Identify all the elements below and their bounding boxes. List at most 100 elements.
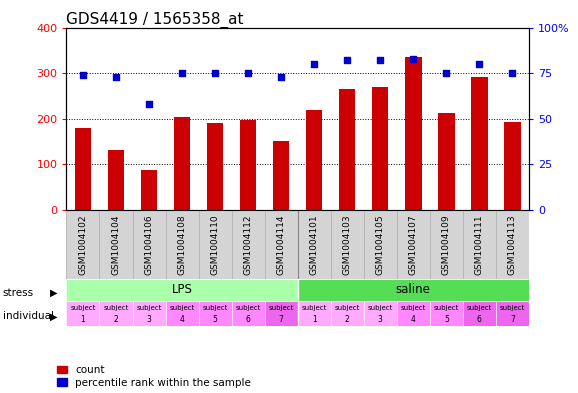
Point: [310, 61, 319, 67]
Bar: [463, 210, 496, 279]
Text: subject: subject: [401, 305, 426, 311]
Text: 7: 7: [510, 315, 515, 324]
Bar: [364, 301, 397, 326]
Text: 4: 4: [180, 315, 184, 324]
Bar: [496, 301, 529, 326]
Bar: [66, 301, 99, 326]
Text: 3: 3: [147, 315, 151, 324]
Text: GSM1004113: GSM1004113: [508, 214, 517, 275]
Text: GSM1004108: GSM1004108: [177, 214, 187, 275]
Text: GSM1004114: GSM1004114: [277, 214, 286, 275]
Text: subject: subject: [103, 305, 129, 311]
Text: subject: subject: [136, 305, 162, 311]
Bar: [232, 301, 265, 326]
Bar: [438, 113, 454, 210]
Point: [409, 55, 418, 62]
Bar: [132, 210, 165, 279]
Text: saline: saline: [396, 283, 431, 296]
Text: 7: 7: [279, 315, 284, 324]
Point: [210, 70, 220, 76]
Text: GSM1004102: GSM1004102: [79, 214, 87, 275]
Bar: [66, 210, 99, 279]
Bar: [165, 301, 199, 326]
Bar: [273, 141, 290, 210]
Text: subject: subject: [335, 305, 360, 311]
Text: GSM1004105: GSM1004105: [376, 214, 385, 275]
Bar: [207, 123, 223, 210]
Text: 3: 3: [378, 315, 383, 324]
Text: 6: 6: [477, 315, 482, 324]
Point: [343, 57, 352, 64]
Bar: [372, 87, 388, 210]
Text: GSM1004111: GSM1004111: [475, 214, 484, 275]
Text: GSM1004106: GSM1004106: [144, 214, 154, 275]
Bar: [298, 210, 331, 279]
Text: GSM1004112: GSM1004112: [244, 214, 253, 275]
Text: GSM1004101: GSM1004101: [310, 214, 318, 275]
Text: ▶: ▶: [50, 311, 58, 321]
Text: subject: subject: [302, 305, 327, 311]
Text: subject: subject: [466, 305, 492, 311]
Text: subject: subject: [434, 305, 459, 311]
Bar: [397, 210, 430, 279]
Bar: [141, 170, 157, 210]
Bar: [66, 279, 298, 301]
Text: 2: 2: [345, 315, 350, 324]
Text: 5: 5: [213, 315, 217, 324]
Point: [243, 70, 253, 76]
Point: [507, 70, 517, 76]
Bar: [298, 279, 529, 301]
Point: [376, 57, 385, 64]
Bar: [306, 110, 323, 210]
Text: GSM1004107: GSM1004107: [409, 214, 418, 275]
Text: GSM1004110: GSM1004110: [210, 214, 220, 275]
Text: GSM1004109: GSM1004109: [442, 214, 451, 275]
Text: 6: 6: [246, 315, 251, 324]
Text: GSM1004103: GSM1004103: [343, 214, 351, 275]
Point: [475, 61, 484, 67]
Point: [442, 70, 451, 76]
Bar: [99, 210, 132, 279]
Text: stress: stress: [3, 288, 34, 298]
Bar: [331, 210, 364, 279]
Bar: [405, 57, 421, 210]
Bar: [298, 301, 331, 326]
Point: [79, 72, 88, 78]
Bar: [430, 210, 463, 279]
Text: subject: subject: [499, 305, 525, 311]
Bar: [504, 123, 521, 210]
Bar: [397, 301, 430, 326]
Bar: [199, 210, 232, 279]
Text: 4: 4: [411, 315, 416, 324]
Text: ▶: ▶: [50, 288, 58, 298]
Bar: [108, 150, 124, 210]
Text: 5: 5: [444, 315, 449, 324]
Text: 1: 1: [312, 315, 317, 324]
Bar: [240, 120, 257, 210]
Point: [112, 73, 121, 80]
Point: [177, 70, 187, 76]
Bar: [232, 210, 265, 279]
Text: subject: subject: [169, 305, 195, 311]
Point: [276, 73, 286, 80]
Bar: [174, 117, 190, 210]
Bar: [339, 89, 355, 210]
Bar: [496, 210, 529, 279]
Text: individual: individual: [3, 311, 54, 321]
Bar: [430, 301, 463, 326]
Text: GDS4419 / 1565358_at: GDS4419 / 1565358_at: [66, 11, 244, 28]
Bar: [165, 210, 199, 279]
Bar: [199, 301, 232, 326]
Text: subject: subject: [202, 305, 228, 311]
Text: 2: 2: [114, 315, 118, 324]
Bar: [364, 210, 397, 279]
Bar: [265, 210, 298, 279]
Text: subject: subject: [71, 305, 96, 311]
Text: 1: 1: [80, 315, 86, 324]
Text: LPS: LPS: [172, 283, 192, 296]
Bar: [99, 301, 132, 326]
Bar: [463, 301, 496, 326]
Legend: count, percentile rank within the sample: count, percentile rank within the sample: [57, 365, 251, 388]
Bar: [265, 301, 298, 326]
Bar: [471, 77, 488, 210]
